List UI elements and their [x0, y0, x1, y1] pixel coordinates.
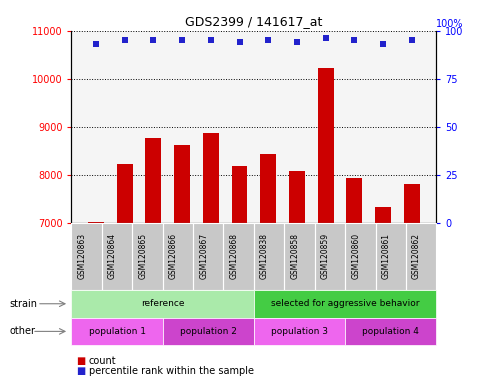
Bar	[174, 145, 190, 384]
Text: selected for aggressive behavior: selected for aggressive behavior	[271, 299, 420, 308]
Bar	[145, 138, 161, 384]
Bar	[117, 164, 133, 384]
Bar	[375, 207, 391, 384]
Text: strain: strain	[10, 299, 38, 309]
Text: GSM120866: GSM120866	[169, 233, 178, 280]
Text: percentile rank within the sample: percentile rank within the sample	[89, 366, 254, 376]
Point	[178, 37, 186, 43]
Text: other: other	[10, 326, 36, 336]
Text: ■: ■	[76, 366, 86, 376]
Bar	[404, 184, 420, 384]
Point	[408, 37, 416, 43]
Text: GSM120868: GSM120868	[230, 233, 239, 279]
Bar	[88, 222, 104, 384]
Text: 100%: 100%	[436, 19, 464, 29]
Bar	[318, 68, 334, 384]
Bar	[289, 171, 305, 384]
Point	[379, 41, 387, 47]
Text: GSM120865: GSM120865	[139, 233, 147, 280]
Text: GSM120863: GSM120863	[78, 233, 87, 280]
Text: population 2: population 2	[180, 327, 237, 336]
Point	[264, 37, 272, 43]
Point	[207, 37, 215, 43]
Point	[351, 37, 358, 43]
Text: GSM120861: GSM120861	[382, 233, 391, 279]
Text: GSM120838: GSM120838	[260, 233, 269, 279]
Bar	[260, 154, 276, 384]
Text: GSM120860: GSM120860	[352, 233, 360, 280]
Bar	[347, 177, 362, 384]
Bar	[232, 166, 247, 384]
Bar	[203, 133, 219, 384]
Point	[322, 35, 330, 41]
Text: GSM120864: GSM120864	[108, 233, 117, 280]
Text: GSM120858: GSM120858	[290, 233, 300, 279]
Text: reference: reference	[141, 299, 184, 308]
Point	[236, 39, 244, 45]
Title: GDS2399 / 141617_at: GDS2399 / 141617_at	[185, 15, 322, 28]
Point	[121, 37, 129, 43]
Point	[92, 41, 100, 47]
Text: GSM120867: GSM120867	[199, 233, 208, 280]
Text: GSM120862: GSM120862	[412, 233, 421, 279]
Point	[149, 37, 157, 43]
Point	[293, 39, 301, 45]
Text: population 3: population 3	[271, 327, 328, 336]
Text: population 1: population 1	[89, 327, 145, 336]
Text: population 4: population 4	[362, 327, 419, 336]
Text: ■: ■	[76, 356, 86, 366]
Text: count: count	[89, 356, 116, 366]
Text: GSM120859: GSM120859	[321, 233, 330, 280]
